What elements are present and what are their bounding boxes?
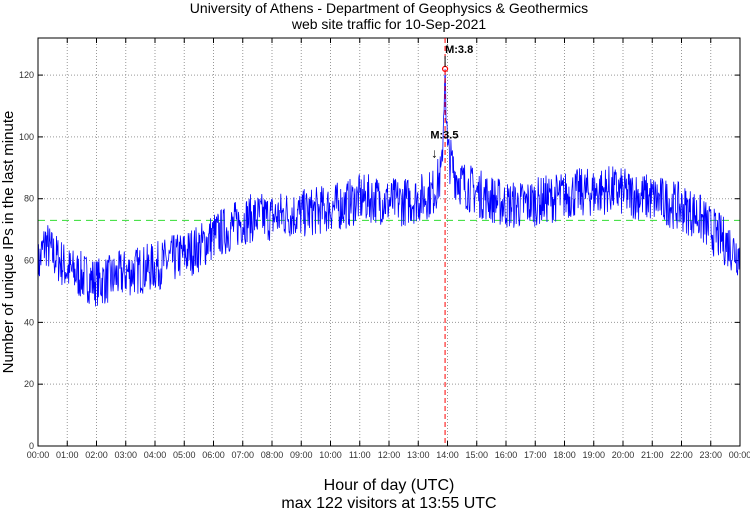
x-tick-label: 10:00 <box>319 450 342 460</box>
x-tick-label: 11:00 <box>349 450 371 460</box>
x-tick-label: 01:00 <box>56 450 79 460</box>
y-tick-label: 80 <box>24 194 34 204</box>
grid <box>38 38 740 446</box>
x-tick-label: 08:00 <box>261 450 284 460</box>
x-tick-label: 00:00 <box>729 450 750 460</box>
marks-layer: M:3.8 M:3.5 ↓ <box>430 38 473 446</box>
x-tick-label: 17:00 <box>524 450 547 460</box>
x-tick-label: 16:00 <box>495 450 518 460</box>
x-tick-label: 22:00 <box>670 450 693 460</box>
chart-title: University of Athens - Department of Geo… <box>190 0 588 16</box>
series-layer <box>37 69 741 307</box>
x-tick-label: 14:00 <box>436 450 459 460</box>
x-axis-label: Hour of day (UTC) <box>324 477 455 494</box>
x-tick-label: 05:00 <box>173 450 196 460</box>
x-tick-label: 19:00 <box>582 450 605 460</box>
x-tick-label: 12:00 <box>378 450 401 460</box>
annotation-arrow: ↓ <box>431 145 438 160</box>
chart-subtitle: web site traffic for 10-Sep-2021 <box>291 16 487 32</box>
x-tick-label: 20:00 <box>612 450 635 460</box>
x-tick-label: 23:00 <box>699 450 722 460</box>
x-tick-label: 02:00 <box>85 450 108 460</box>
x-tick-label: 06:00 <box>202 450 225 460</box>
chart-footer: max 122 visitors at 13:55 UTC <box>281 495 496 511</box>
plot-frame <box>37 37 741 447</box>
x-tick-label: 03:00 <box>114 450 137 460</box>
y-tick-label: 0 <box>29 441 34 451</box>
x-tick-label: 21:00 <box>641 450 664 460</box>
y-tick-label: 120 <box>19 70 34 80</box>
x-tick-label: 18:00 <box>553 450 576 460</box>
y-tick-label: 40 <box>24 317 34 327</box>
x-tick-label: 09:00 <box>290 450 313 460</box>
y-tick-label: 20 <box>24 379 34 389</box>
x-tick-label: 00:00 <box>27 450 50 460</box>
max-annotation: M:3.8 <box>445 44 473 56</box>
x-tick-label: 04:00 <box>144 450 167 460</box>
traffic-series-line <box>37 69 741 307</box>
x-tick-label: 15:00 <box>465 450 488 460</box>
x-tick-label: 07:00 <box>231 450 254 460</box>
y-axis-label: Number of unique IPs in the last minute <box>0 111 17 374</box>
y-tick-label: 60 <box>24 256 34 266</box>
annotation-label: M:3.5 <box>430 129 458 141</box>
x-tick-label: 13:00 <box>407 450 430 460</box>
y-tick-label: 100 <box>19 132 34 142</box>
ticks: 00:00 01:00 02:00 03:00 04:00 05:00 06:00 07:00… <box>19 38 750 460</box>
